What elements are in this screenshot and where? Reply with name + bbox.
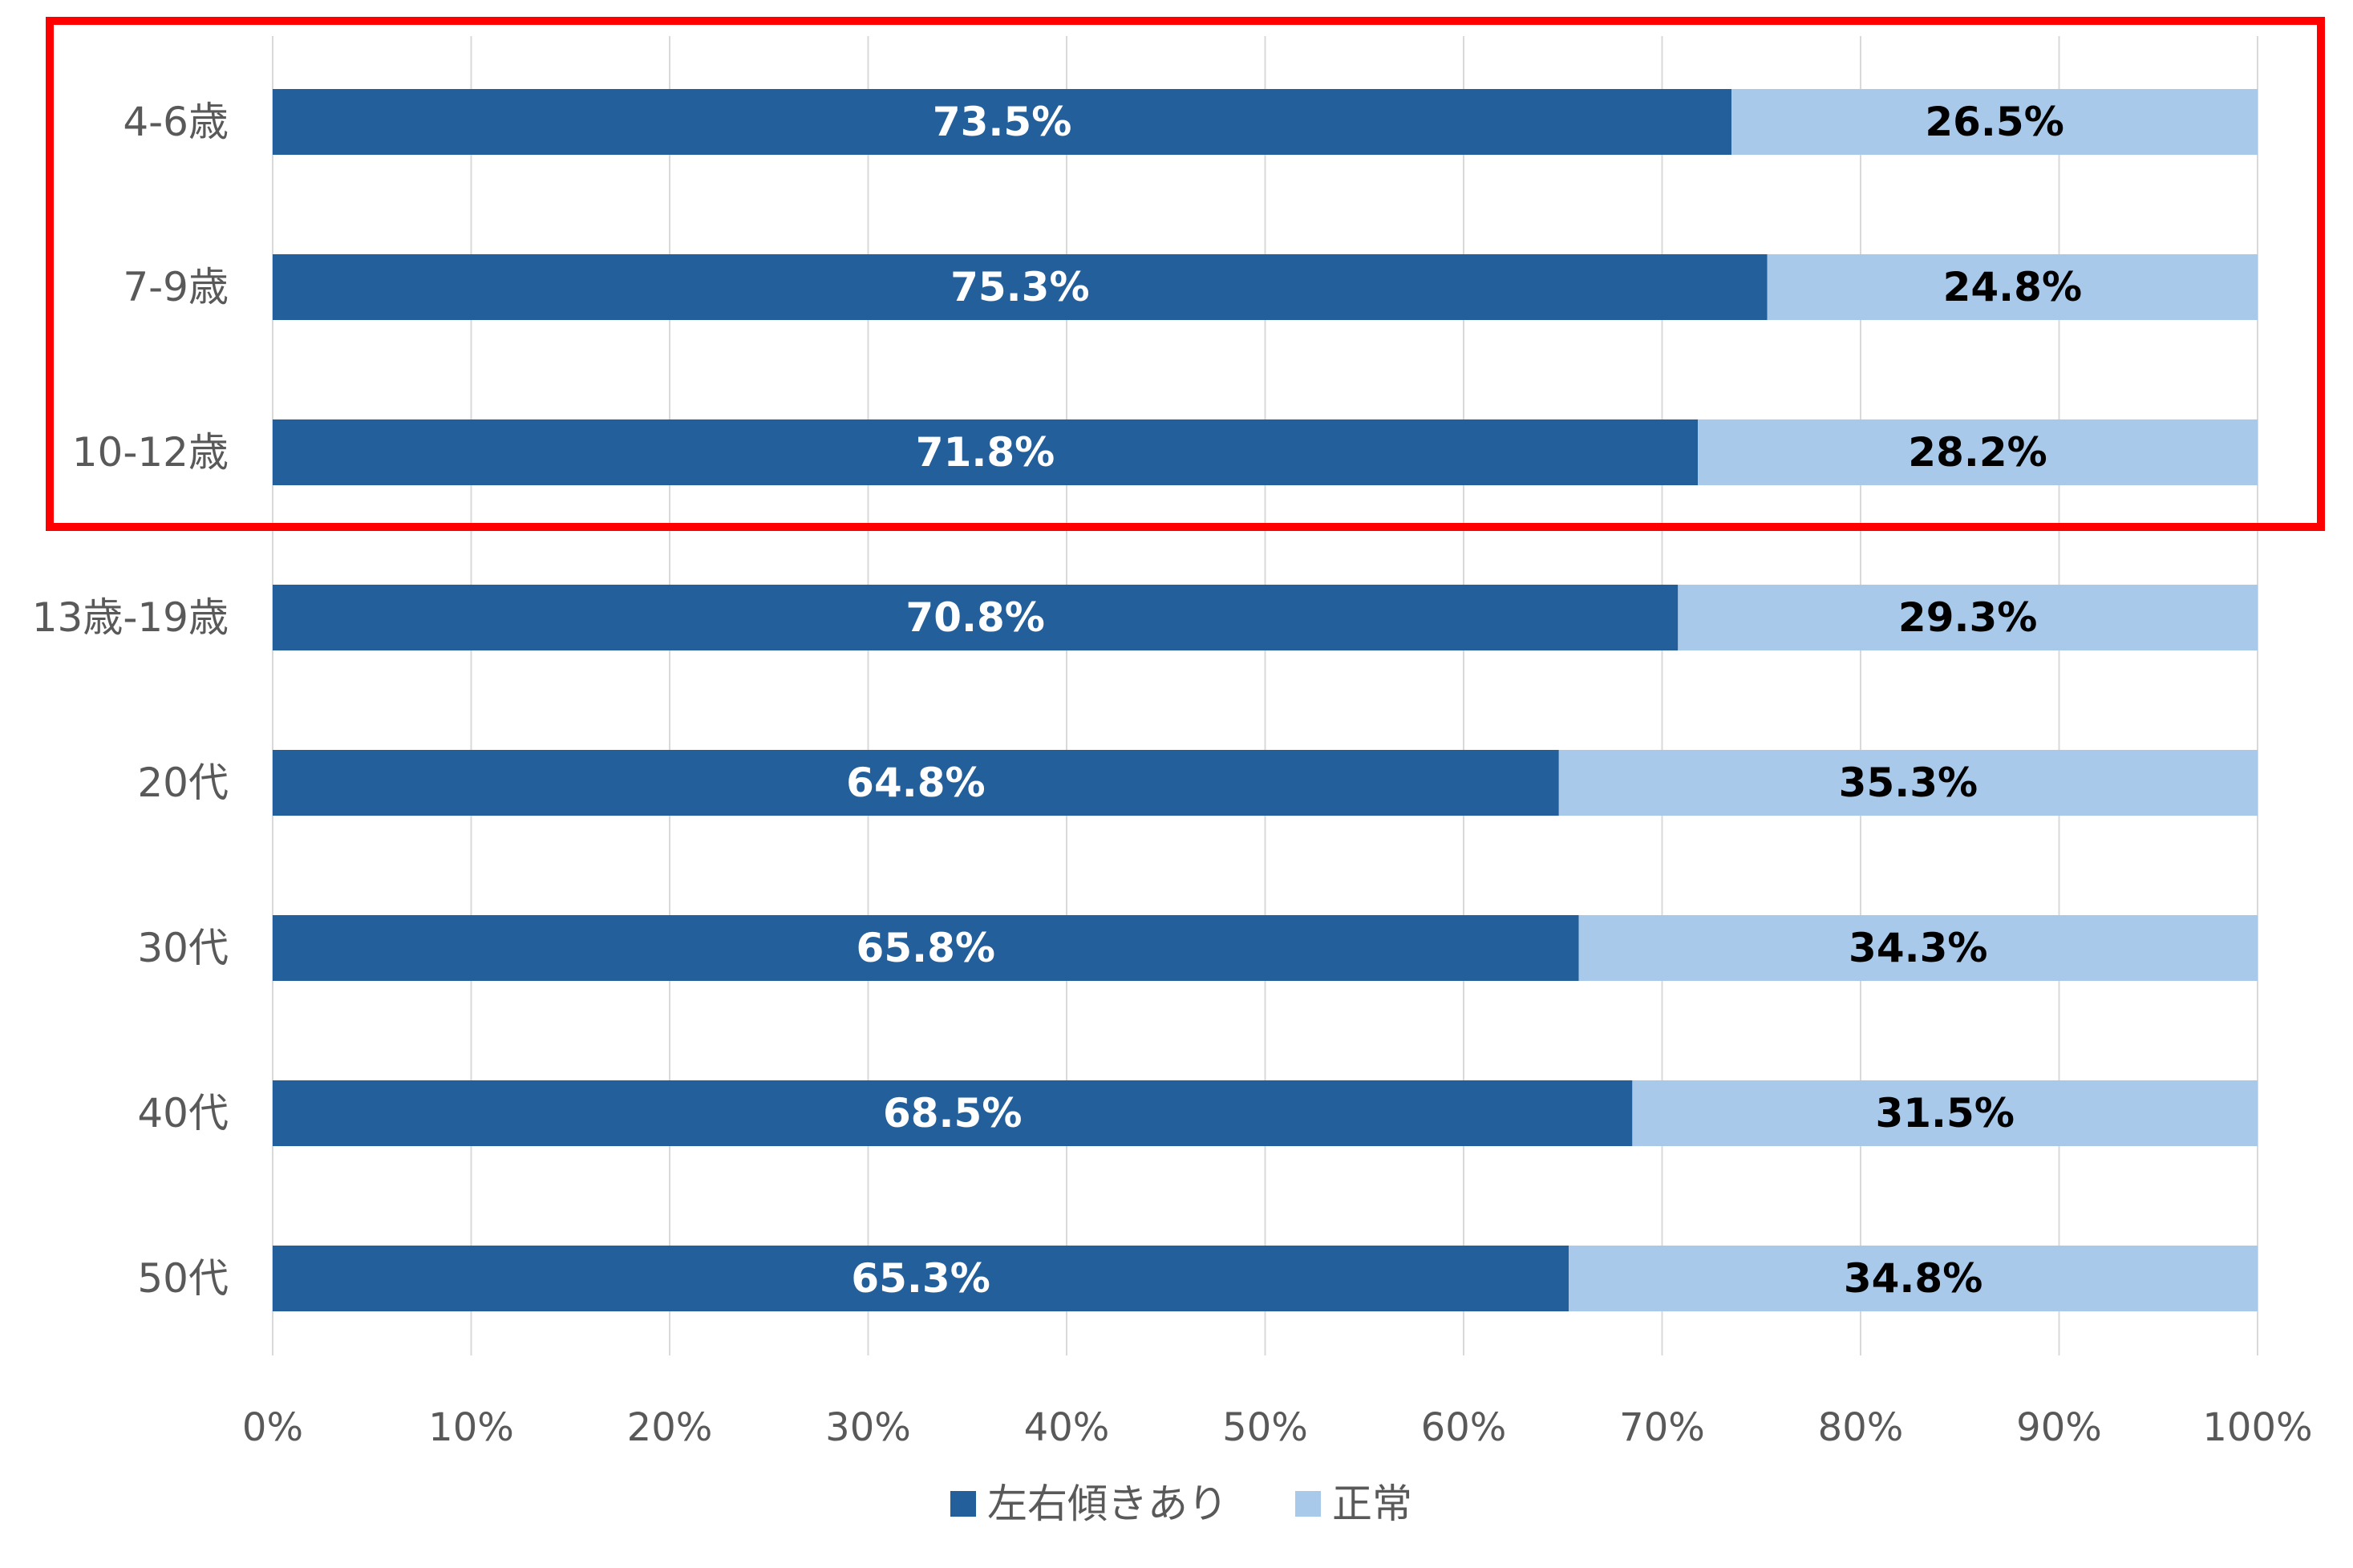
tick-label: 20% bbox=[627, 1405, 713, 1450]
data-label: 31.5% bbox=[1875, 1090, 2014, 1136]
data-label: 64.8% bbox=[846, 760, 985, 806]
highlight-box bbox=[46, 17, 2325, 531]
gridlines bbox=[272, 36, 2258, 1355]
bar-segment bbox=[273, 585, 1679, 650]
bar-segment bbox=[273, 1246, 1569, 1311]
legend-swatch bbox=[1295, 1491, 1321, 1517]
data-label: 75.3% bbox=[950, 264, 1089, 310]
category-label: 10-12歳 bbox=[72, 429, 229, 476]
category-axis-labels: 4-6歳 7-9歳 10-12歳 13歳-19歳 20代 30代 40代 50代 bbox=[32, 99, 229, 1302]
bar-segment bbox=[273, 89, 1732, 155]
bar-segment bbox=[1569, 1246, 2258, 1311]
data-label: 35.3% bbox=[1839, 760, 1978, 806]
bar-segment bbox=[1678, 585, 2258, 650]
category-label: 30代 bbox=[137, 925, 229, 971]
bar-segment bbox=[273, 254, 1768, 320]
bar-segment bbox=[1767, 254, 2258, 320]
data-label: 34.8% bbox=[1844, 1255, 1982, 1302]
tick-label: 50% bbox=[1222, 1405, 1308, 1450]
data-label: 70.8% bbox=[905, 594, 1044, 641]
category-label: 13歳-19歳 bbox=[32, 594, 229, 641]
tick-label: 10% bbox=[428, 1405, 514, 1450]
data-label: 24.8% bbox=[1943, 264, 2082, 310]
tick-label: 80% bbox=[1818, 1405, 1904, 1450]
legend-label: 正常 bbox=[1332, 1481, 1412, 1527]
legend-label: 左右傾きあり bbox=[987, 1481, 1228, 1527]
bar-segment bbox=[273, 419, 1699, 485]
tick-label: 0% bbox=[242, 1405, 303, 1450]
data-label: 29.3% bbox=[1898, 594, 2037, 641]
bar-segment bbox=[1731, 89, 2258, 155]
category-label: 4-6歳 bbox=[123, 99, 229, 145]
tick-label: 40% bbox=[1024, 1405, 1110, 1450]
tick-label: 90% bbox=[2016, 1405, 2102, 1450]
bar-segment bbox=[273, 915, 1579, 981]
data-label: 28.2% bbox=[1908, 429, 2047, 476]
bar-segment bbox=[273, 1080, 1633, 1146]
data-label: 34.3% bbox=[1849, 925, 1987, 971]
data-label: 65.8% bbox=[857, 925, 995, 971]
bars bbox=[273, 89, 2258, 1311]
tick-label: 60% bbox=[1421, 1405, 1507, 1450]
data-label: 26.5% bbox=[1925, 99, 2063, 145]
data-label: 73.5% bbox=[933, 99, 1071, 145]
tick-label: 100% bbox=[2202, 1405, 2312, 1450]
tick-label: 30% bbox=[825, 1405, 911, 1450]
legend-swatch bbox=[950, 1491, 976, 1517]
highlight-rectangle bbox=[46, 17, 2325, 531]
data-label: 68.5% bbox=[883, 1090, 1022, 1136]
tick-label: 70% bbox=[1619, 1405, 1705, 1450]
category-label: 7-9歳 bbox=[123, 264, 229, 310]
category-label: 40代 bbox=[137, 1090, 229, 1136]
bar-segment bbox=[1698, 419, 2258, 485]
value-axis-tick-labels: 0% 10% 20% 30% 40% 50% 60% 70% 80% 90% 100% bbox=[242, 1405, 2313, 1450]
category-label: 20代 bbox=[137, 760, 229, 806]
bar-segment bbox=[1578, 915, 2258, 981]
bar-data-labels: 73.5% 26.5% 75.3% 24.8% 71.8% 28.2% 70.8% 29.3%… bbox=[846, 99, 2082, 1302]
data-label: 71.8% bbox=[916, 429, 1055, 476]
data-label: 65.3% bbox=[851, 1255, 990, 1302]
bar-segment bbox=[1558, 750, 2258, 816]
bar-segment bbox=[273, 750, 1559, 816]
legend: 左右傾きあり 正常 bbox=[950, 1481, 1412, 1527]
bar-segment bbox=[1632, 1080, 2258, 1146]
category-label: 50代 bbox=[137, 1255, 229, 1302]
